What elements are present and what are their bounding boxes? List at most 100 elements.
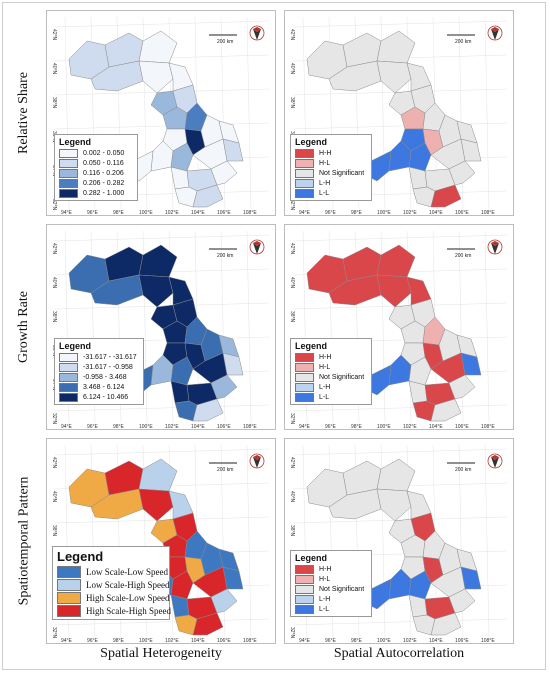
longitude-tick-label: 108°E <box>243 210 257 216</box>
county-region <box>192 566 228 598</box>
legend-item: H-H <box>295 352 367 362</box>
legend-swatch <box>295 168 314 178</box>
legend-item: Not Significant <box>295 372 367 382</box>
county-region <box>138 30 178 64</box>
longitude-tick-label: 98°E <box>351 210 363 216</box>
legend-item: L-L <box>295 604 367 614</box>
county-region <box>210 374 238 400</box>
county-region <box>430 566 466 598</box>
legend-swatch <box>59 352 78 362</box>
longitude-tick-label: 94°E <box>61 424 73 430</box>
longitude-tick-label: 96°E <box>87 424 99 430</box>
longitude-tick-label: 96°E <box>325 638 337 644</box>
legend-item: L-H <box>295 382 367 392</box>
longitude-tick-label: 102°E <box>165 210 179 216</box>
county-region <box>448 160 476 186</box>
latitude-tick-label: 38°N <box>289 311 295 323</box>
legend-item: 0.116 - 0.206 <box>59 168 133 178</box>
column-label-spatial-heterogeneity: Spatial Heterogeneity <box>100 646 222 661</box>
legend-swatch <box>59 158 78 168</box>
latitude-tick-label: 32°N <box>51 199 57 211</box>
legend-title: Legend <box>57 549 104 564</box>
legend-swatch <box>295 372 314 382</box>
graticule-line <box>292 88 508 96</box>
county-region <box>192 398 224 422</box>
legend-swatch <box>295 564 314 574</box>
graticule-line <box>292 516 508 524</box>
legend-spatiotemporal-pattern: Legend Low Scale-Low Speed Low Scale-Hig… <box>52 546 171 620</box>
longitude-tick-label: 104°E <box>191 424 205 430</box>
longitude-tick-label: 102°E <box>403 424 417 430</box>
latitude-tick-label: 32°N <box>289 627 295 639</box>
latitude-tick-label: 40°N <box>51 491 57 503</box>
graticule-line <box>246 444 252 638</box>
legend-item: 0.002 - 0.050 <box>59 148 133 158</box>
legend-title: Legend <box>59 137 92 147</box>
legend-title: Legend <box>295 553 328 563</box>
longitude-tick-label: 100°E <box>139 210 153 216</box>
longitude-tick-label: 96°E <box>87 638 99 644</box>
county-region <box>138 244 178 278</box>
county-region <box>376 60 412 94</box>
longitude-tick-label: 102°E <box>165 424 179 430</box>
county-region <box>138 458 178 492</box>
graticule-line <box>292 448 508 456</box>
latitude-tick-label: 42°N <box>51 29 57 41</box>
legend-swatch <box>295 178 314 188</box>
latitude-tick-label: 32°N <box>51 627 57 639</box>
longitude-tick-label: 104°E <box>191 638 205 644</box>
latitude-tick-label: 42°N <box>51 457 57 469</box>
graticule-line <box>292 234 508 242</box>
latitude-tick-label: 32°N <box>289 413 295 425</box>
legend-item: L-L <box>295 392 367 402</box>
longitude-tick-label: 106°E <box>455 424 469 430</box>
legend-swatch <box>295 352 314 362</box>
graticule-line <box>54 618 270 626</box>
longitude-tick-label: 98°E <box>113 424 125 430</box>
graticule-line <box>54 404 270 412</box>
legend-item: H-H <box>295 148 367 158</box>
legend-swatch <box>295 594 314 604</box>
graticule-line <box>246 16 252 210</box>
legend-item: High Scale-Low Speed <box>57 591 169 604</box>
county-region <box>138 274 174 308</box>
latitude-tick-label: 38°N <box>51 311 57 323</box>
legend-item: Not Significant <box>295 168 367 178</box>
longitude-tick-label: 104°E <box>429 638 443 644</box>
map-canvas: 94°E 96°E 98°E 100°E 102°E 104°E 106°E 108°E 42°… <box>289 230 508 430</box>
county-region <box>138 488 174 522</box>
north-arrow-icon <box>487 239 503 255</box>
legend-relative-share: Legend 0.002 - 0.050 0.050 - 0.116 0.116… <box>54 134 138 201</box>
latitude-tick-label: 42°N <box>289 457 295 469</box>
longitude-tick-label: 108°E <box>481 424 495 430</box>
north-arrow-icon <box>249 239 265 255</box>
county-region <box>192 184 224 208</box>
county-region <box>376 244 416 278</box>
north-arrow-icon <box>487 453 503 469</box>
county-region <box>192 138 228 170</box>
legend-title: Legend <box>295 137 328 147</box>
legend-lisa-pattern: Legend H-H H-L Not Significant L-H L-L <box>290 550 372 617</box>
longitude-tick-label: 102°E <box>165 638 179 644</box>
legend-swatch <box>295 148 314 158</box>
legend-item: 3.468 - 6.124 <box>59 382 139 392</box>
latitude-tick-label: 40°N <box>289 277 295 289</box>
latitude-tick-label: 40°N <box>51 63 57 75</box>
legend-item: Not Significant <box>295 584 367 594</box>
longitude-tick-label: 100°E <box>139 638 153 644</box>
legend-swatch <box>59 178 78 188</box>
legend-item: H-L <box>295 158 367 168</box>
legend-swatch <box>57 578 81 591</box>
column-label-spatial-autocorrelation: Spatial Autocorrelation <box>333 646 465 661</box>
longitude-tick-label: 102°E <box>403 638 417 644</box>
latitude-tick-label: 40°N <box>289 491 295 503</box>
county-region <box>210 588 238 614</box>
legend-item: H-L <box>295 362 367 372</box>
legend-swatch <box>295 574 314 584</box>
county-region <box>448 588 476 614</box>
graticule-line <box>54 302 270 310</box>
longitude-tick-label: 98°E <box>351 638 363 644</box>
north-arrow-icon <box>487 25 503 41</box>
latitude-tick-label: 32°N <box>289 199 295 211</box>
county-region <box>192 612 224 636</box>
